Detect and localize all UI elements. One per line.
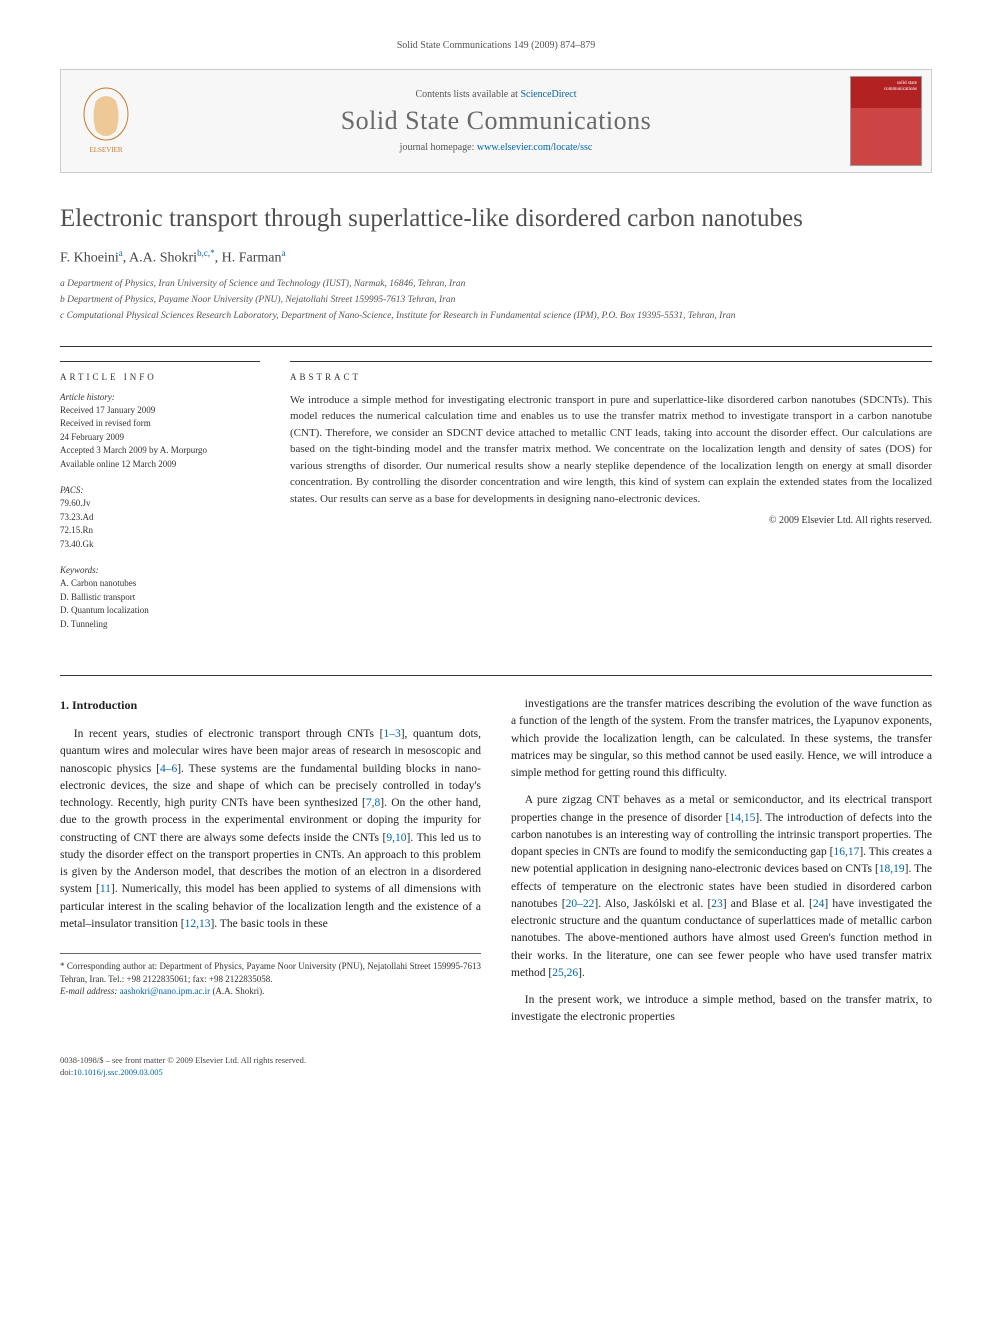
pacs-line: 79.60.Jv bbox=[60, 497, 260, 511]
affil-link[interactable]: a bbox=[119, 248, 123, 258]
citation-link[interactable]: 24 bbox=[813, 898, 825, 910]
article-info-heading: ARTICLE INFO bbox=[60, 372, 260, 382]
meta-row: ARTICLE INFO Article history: Received 1… bbox=[60, 346, 932, 646]
page-footer: 0038-1098/$ – see front matter © 2009 El… bbox=[60, 1055, 932, 1079]
corresponding-footnote: * Corresponding author at: Department of… bbox=[60, 960, 481, 985]
contents-prefix: Contents lists available at bbox=[415, 89, 520, 100]
article-info: ARTICLE INFO Article history: Received 1… bbox=[60, 361, 260, 646]
history-line: Received 17 January 2009 bbox=[60, 404, 260, 418]
email-link[interactable]: aashokri@nano.ipm.ac.ir bbox=[120, 986, 211, 996]
keyword: A. Carbon nanotubes bbox=[60, 577, 260, 591]
sciencedirect-link[interactable]: ScienceDirect bbox=[520, 89, 576, 100]
copyright: © 2009 Elsevier Ltd. All rights reserved… bbox=[290, 515, 932, 526]
running-head: Solid State Communications 149 (2009) 87… bbox=[60, 40, 932, 51]
right-column: investigations are the transfer matrices… bbox=[511, 696, 932, 1037]
history-line: Available online 12 March 2009 bbox=[60, 458, 260, 472]
keyword: D. Quantum localization bbox=[60, 604, 260, 618]
body-paragraph: In the present work, we introduce a simp… bbox=[511, 992, 932, 1027]
history-label: Article history: bbox=[60, 392, 260, 402]
front-matter-line: 0038-1098/$ – see front matter © 2009 El… bbox=[60, 1055, 932, 1067]
publisher-logo-box: ELSEVIER bbox=[61, 70, 151, 172]
citation-link[interactable]: 7,8 bbox=[366, 797, 380, 809]
body-columns: 1. Introduction In recent years, studies… bbox=[60, 675, 932, 1037]
keywords-block: Keywords: A. Carbon nanotubes D. Ballist… bbox=[60, 565, 260, 631]
history-block: Article history: Received 17 January 200… bbox=[60, 392, 260, 472]
svg-text:ELSEVIER: ELSEVIER bbox=[89, 146, 122, 154]
article-title: Electronic transport through superlattic… bbox=[60, 203, 932, 234]
citation-link[interactable]: 11 bbox=[100, 883, 111, 895]
banner-center: Contents lists available at ScienceDirec… bbox=[151, 70, 841, 172]
citation-link[interactable]: 16,17 bbox=[833, 846, 859, 858]
author: A.A. Shokri bbox=[129, 251, 197, 266]
keywords-label: Keywords: bbox=[60, 565, 260, 575]
pacs-line: 73.40.Gk bbox=[60, 538, 260, 552]
body-paragraph: In recent years, studies of electronic t… bbox=[60, 726, 481, 933]
journal-banner: ELSEVIER Contents lists available at Sci… bbox=[60, 69, 932, 173]
doi-line: doi:10.1016/j.ssc.2009.03.005 bbox=[60, 1067, 932, 1079]
history-line: 24 February 2009 bbox=[60, 431, 260, 445]
journal-title: Solid State Communications bbox=[161, 106, 831, 136]
doi-link[interactable]: 10.1016/j.ssc.2009.03.005 bbox=[73, 1067, 163, 1077]
citation-link[interactable]: 23 bbox=[711, 898, 723, 910]
citation-link[interactable]: 25,26 bbox=[552, 967, 578, 979]
keyword: D. Ballistic transport bbox=[60, 591, 260, 605]
citation-link[interactable]: 20–22 bbox=[566, 898, 595, 910]
homepage-link[interactable]: www.elsevier.com/locate/ssc bbox=[477, 142, 592, 153]
body-paragraph: A pure zigzag CNT behaves as a metal or … bbox=[511, 792, 932, 982]
doi-prefix: doi: bbox=[60, 1067, 73, 1077]
citation-link[interactable]: 4–6 bbox=[160, 763, 177, 775]
pacs-block: PACS: 79.60.Jv 73.23.Ad 72.15.Rn 73.40.G… bbox=[60, 485, 260, 551]
email-footnote: E-mail address: aashokri@nano.ipm.ac.ir … bbox=[60, 985, 481, 998]
abstract-block: ABSTRACT We introduce a simple method fo… bbox=[290, 361, 932, 646]
citation-link[interactable]: 14,15 bbox=[729, 812, 755, 824]
section-heading-intro: 1. Introduction bbox=[60, 696, 481, 714]
author: F. Khoeini bbox=[60, 251, 119, 266]
author-list: F. Khoeinia, A.A. Shokrib,c,*, H. Farman… bbox=[60, 248, 932, 267]
homepage-prefix: journal homepage: bbox=[400, 142, 477, 153]
affiliations: a Department of Physics, Iran University… bbox=[60, 277, 932, 324]
email-suffix: (A.A. Shokri). bbox=[210, 986, 264, 996]
elsevier-logo-icon: ELSEVIER bbox=[76, 86, 136, 156]
history-line: Accepted 3 March 2009 by A. Morpurgo bbox=[60, 444, 260, 458]
email-label: E-mail address: bbox=[60, 986, 120, 996]
pacs-line: 72.15.Rn bbox=[60, 524, 260, 538]
pacs-label: PACS: bbox=[60, 485, 260, 495]
cover-thumb-box bbox=[841, 70, 931, 172]
affiliation: c Computational Physical Sciences Resear… bbox=[60, 309, 932, 323]
citation-link[interactable]: 18,19 bbox=[879, 863, 905, 875]
keyword: D. Tunneling bbox=[60, 618, 260, 632]
pacs-line: 73.23.Ad bbox=[60, 511, 260, 525]
citation-link[interactable]: 9,10 bbox=[386, 832, 406, 844]
affil-link[interactable]: b,c,* bbox=[197, 248, 215, 258]
body-paragraph: investigations are the transfer matrices… bbox=[511, 696, 932, 782]
abstract-heading: ABSTRACT bbox=[290, 372, 932, 382]
journal-cover-icon bbox=[850, 76, 922, 166]
citation-link[interactable]: 1–3 bbox=[383, 728, 400, 740]
affil-link[interactable]: a bbox=[281, 248, 285, 258]
affiliation: a Department of Physics, Iran University… bbox=[60, 277, 932, 291]
author: H. Farman bbox=[222, 251, 282, 266]
citation-link[interactable]: 12,13 bbox=[185, 918, 211, 930]
abstract-text: We introduce a simple method for investi… bbox=[290, 392, 932, 508]
contents-available: Contents lists available at ScienceDirec… bbox=[161, 89, 831, 100]
affiliation: b Department of Physics, Payame Noor Uni… bbox=[60, 293, 932, 307]
history-line: Received in revised form bbox=[60, 417, 260, 431]
journal-homepage: journal homepage: www.elsevier.com/locat… bbox=[161, 142, 831, 153]
left-column: 1. Introduction In recent years, studies… bbox=[60, 696, 481, 1037]
footnotes: * Corresponding author at: Department of… bbox=[60, 953, 481, 998]
